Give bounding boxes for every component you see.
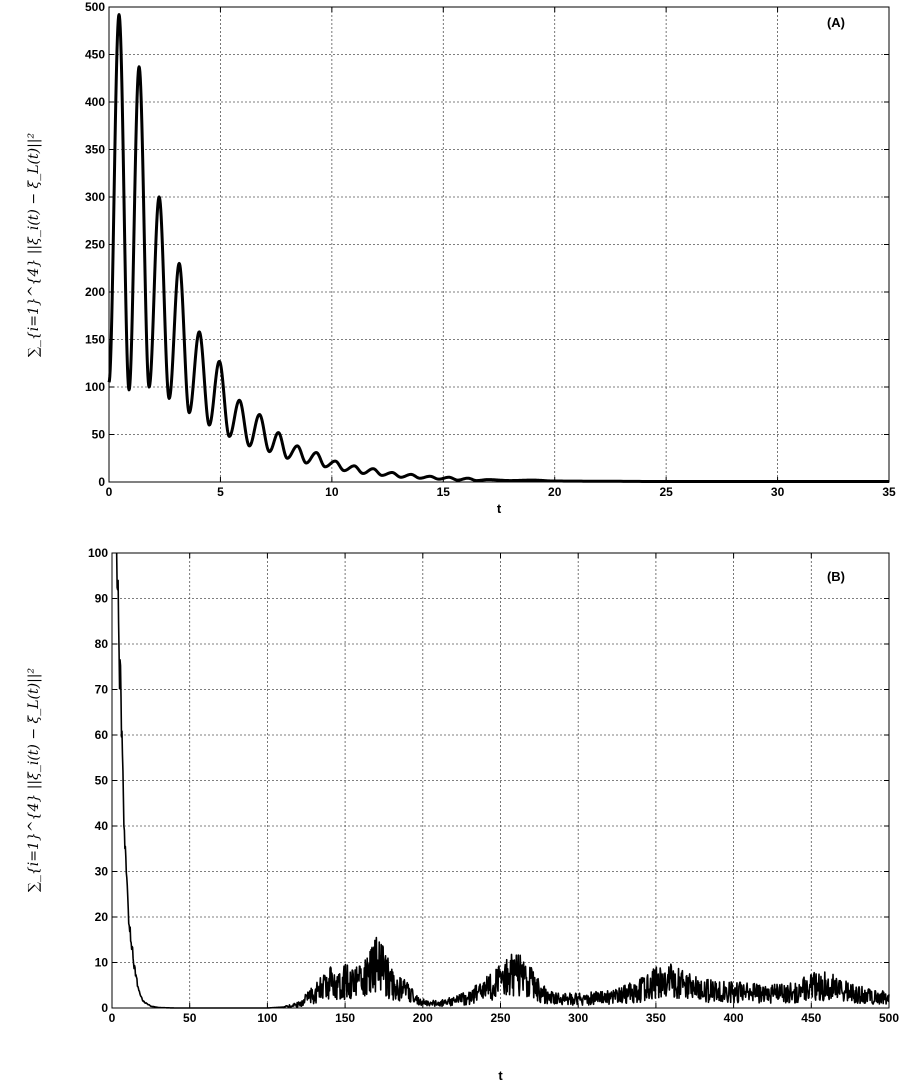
x-tick-label: 10 [325,485,339,499]
series-line [107,13,889,484]
x-tick-label: 200 [413,1011,433,1025]
x-tick-label: 50 [183,1011,197,1025]
x-tick-label: 20 [548,485,562,499]
y-tick-label: 80 [95,637,109,651]
y-tick-label: 500 [85,0,105,14]
x-tick-label: 0 [109,1011,116,1025]
y-tick-label: 450 [85,48,105,62]
plot-frame [111,552,890,1009]
y-tick-label: 0 [98,475,105,489]
y-tick-label: 350 [85,143,105,157]
x-tick-label: 100 [257,1011,277,1025]
y-tick-label: 100 [88,546,108,560]
y-tick-label: 0 [101,1001,108,1015]
x-tick-label: 0 [106,485,113,499]
x-tick-label: 30 [771,485,785,499]
y-tick-label: 90 [95,592,109,606]
x-tick-label: 500 [879,1011,899,1025]
y-tick-label: 400 [85,95,105,109]
y-tick-label: 150 [85,333,105,347]
x-axis-label: t [497,501,502,516]
panel-label: (B) [827,569,845,584]
x-tick-label: 450 [801,1011,821,1025]
panel-label: (A) [827,15,845,30]
y-tick-label: 10 [95,956,109,970]
y-tick-label: 60 [95,728,109,742]
x-tick-label: 35 [882,485,896,499]
y-axis-label: ∑_{i=1}^{4} ||ξ_i(t) − ξ_L(t)||² [26,667,42,892]
y-tick-label: 20 [95,910,109,924]
y-tick-label: 50 [92,428,106,442]
x-tick-label: 150 [335,1011,355,1025]
x-tick-label: 400 [724,1011,744,1025]
x-tick-label: 25 [659,485,673,499]
x-tick-label: 350 [646,1011,666,1025]
panel-a: 0 5 10 15 20 25 30 3505010015020025030035040045… [26,0,896,516]
y-tick-label: 300 [85,190,105,204]
x-axis-label: t [498,1068,503,1083]
x-tick-label: 300 [568,1011,588,1025]
x-tick-label: 5 [217,485,224,499]
x-tick-label: 250 [490,1011,510,1025]
plot-frame [108,6,890,483]
y-tick-label: 250 [85,238,105,252]
y-tick-label: 100 [85,380,105,394]
y-tick-label: 30 [95,865,109,879]
panel-b: 0 50 100 150 200 250 300 350 400 450 500 0 10 20 30 40 5… [26,546,899,1083]
y-tick-label: 50 [95,774,109,788]
y-tick-label: 70 [95,683,109,697]
y-tick-label: 40 [95,819,109,833]
y-tick-label: 200 [85,285,105,299]
y-axis-label: ∑_{i=1}^{4} ||ξ_i(t) − ξ_L(t)||² [26,132,42,357]
x-tick-label: 15 [437,485,451,499]
